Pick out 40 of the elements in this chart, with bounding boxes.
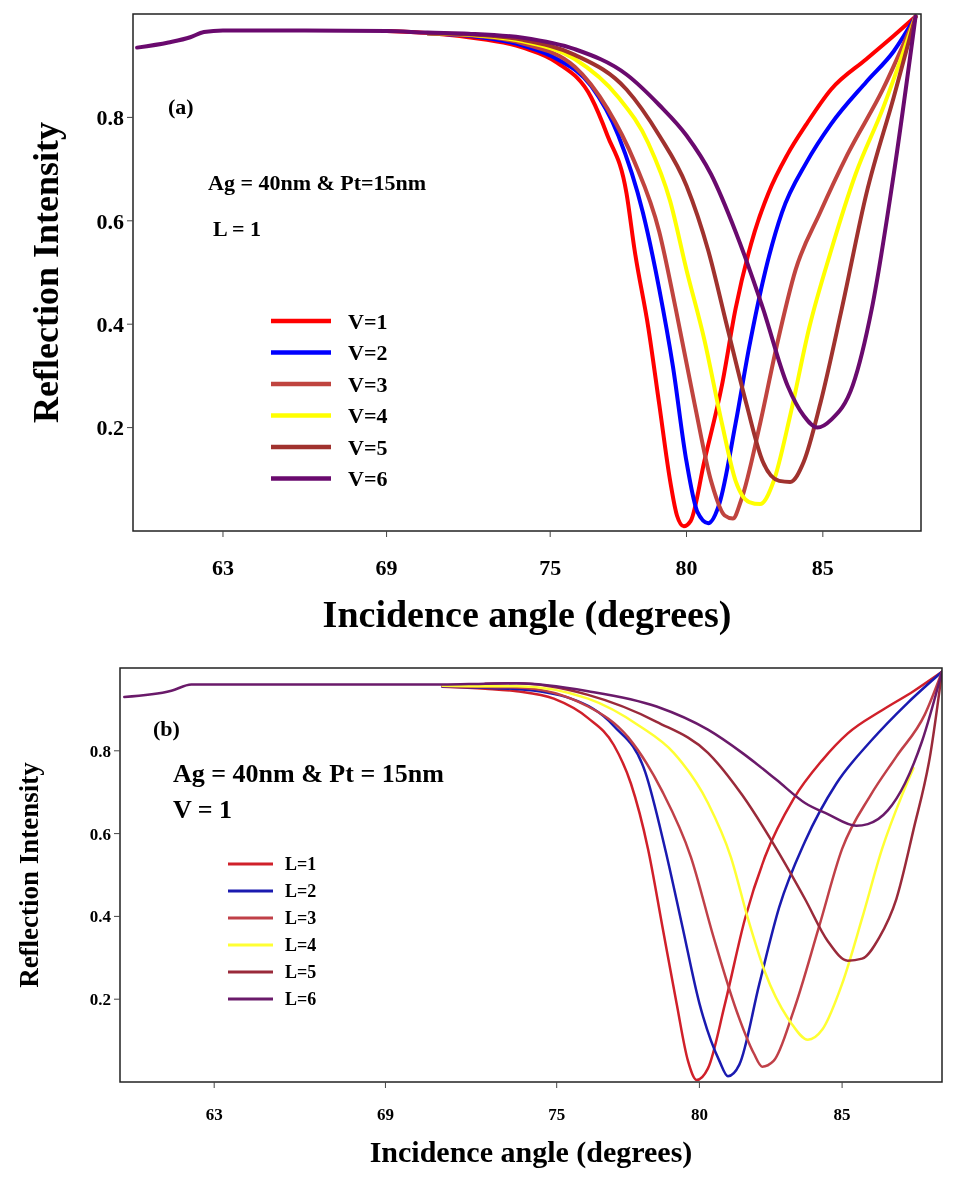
y-axis-title: Reflection Intensity (26, 122, 66, 423)
annotation: (b) (153, 716, 180, 741)
x-tick-label: 69 (375, 555, 398, 580)
legend-label: V=2 (348, 340, 388, 366)
legend-label: L=4 (285, 935, 317, 956)
legend-label: L=3 (285, 908, 317, 929)
y-tick-label: 0.2 (89, 990, 111, 1010)
legend-label: L=1 (285, 854, 317, 875)
annotation: V = 1 (173, 795, 233, 824)
x-tick-label: 63 (211, 555, 234, 580)
legend-label: V=1 (348, 308, 388, 334)
x-tick-label: 80 (675, 555, 698, 580)
legend-label: V=4 (348, 403, 388, 429)
y-tick-label: 0.4 (96, 311, 124, 337)
x-tick-label: 85 (833, 1105, 851, 1124)
x-tick-label: 85 (811, 555, 834, 580)
legend-label: L=2 (285, 881, 317, 902)
x-axis-title: Incidence angle (degrees) (322, 593, 732, 636)
annotation: Ag = 40nm & Pt = 15nm (173, 759, 445, 788)
legend-label: V=5 (348, 434, 388, 460)
y-tick-label: 0.8 (96, 105, 124, 131)
legend-label: V=6 (348, 466, 388, 492)
annotation: (a) (168, 94, 194, 119)
y-tick-label: 0.6 (96, 208, 124, 234)
annotation: Ag = 40nm & Pt=15nm (208, 170, 427, 195)
x-tick-label: 63 (205, 1105, 223, 1124)
legend-label: L=6 (285, 989, 317, 1010)
y-axis-title: Reflection Intensity (14, 761, 44, 988)
y-tick-label: 0.6 (89, 824, 111, 844)
x-axis-title: Incidence angle (degrees) (369, 1135, 693, 1169)
x-tick-label: 75 (548, 1105, 566, 1124)
x-tick-label: 80 (690, 1105, 708, 1124)
legend-label: V=3 (348, 371, 388, 397)
x-tick-label: 75 (539, 555, 562, 580)
y-tick-label: 0.8 (89, 741, 111, 761)
legend-label: L=5 (285, 962, 317, 983)
y-tick-label: 0.2 (96, 415, 124, 441)
y-tick-label: 0.4 (89, 907, 112, 927)
annotation: L = 1 (213, 216, 261, 241)
x-tick-label: 69 (376, 1105, 394, 1124)
